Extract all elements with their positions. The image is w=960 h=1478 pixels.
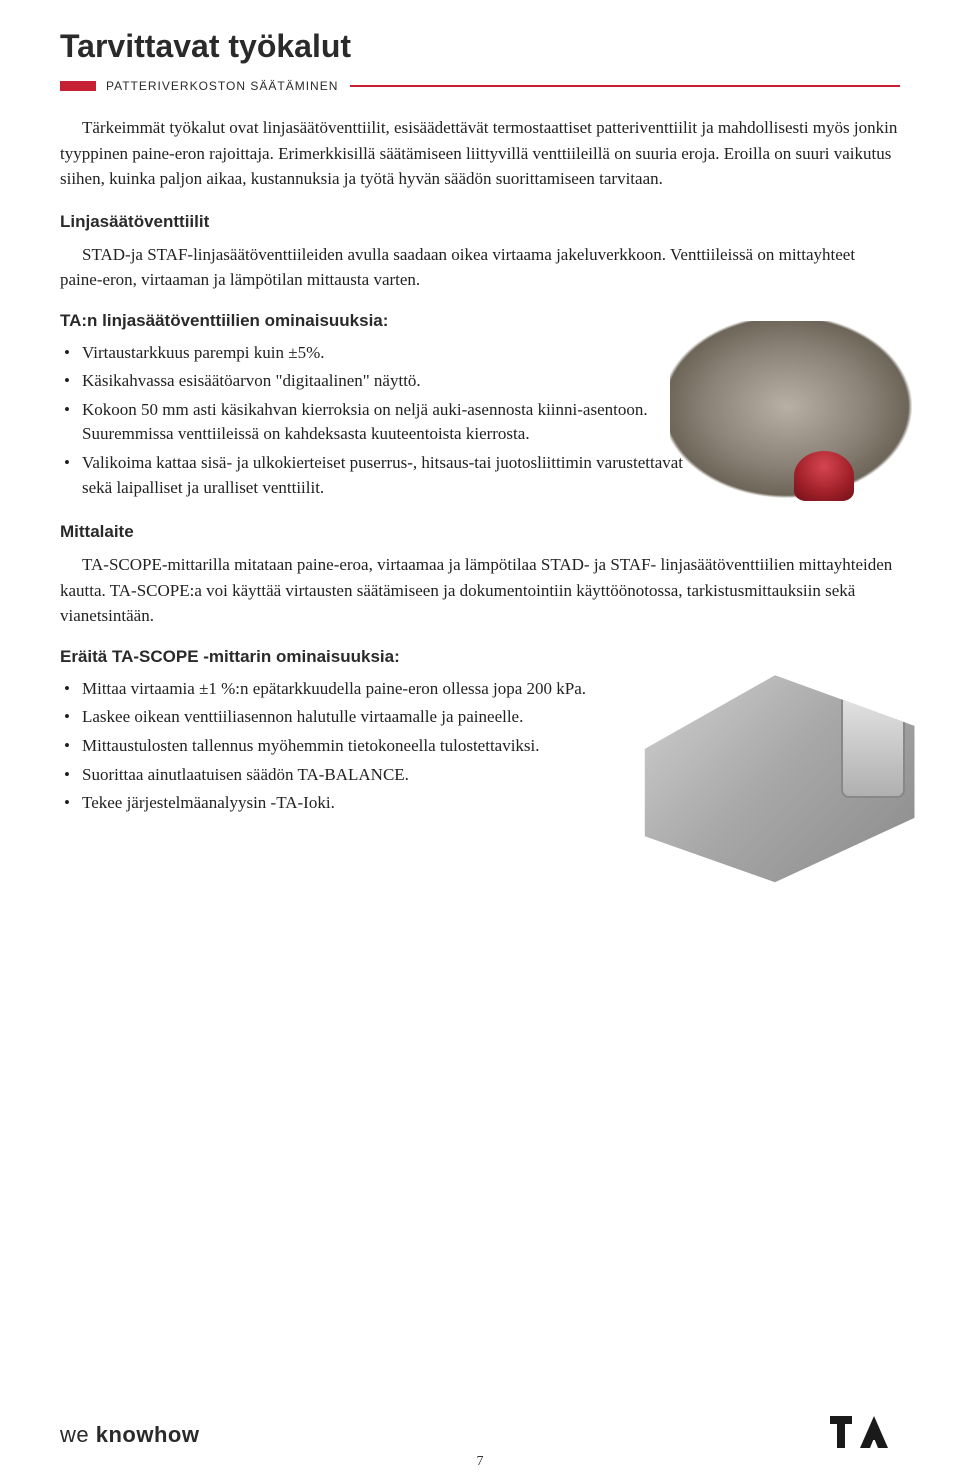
footer: we knowhow	[60, 1416, 900, 1448]
list-item: Valikoima kattaa sisä- ja ulkokierteiset…	[60, 451, 700, 500]
ta-logo	[830, 1416, 900, 1448]
page-number: 7	[0, 1454, 960, 1470]
section2-paragraph: TA-SCOPE-mittarilla mitataan paine-eroa,…	[60, 552, 900, 629]
valve-illustration	[670, 321, 930, 511]
list-item: Laskee oikean venttiiliasennon halutulle…	[60, 705, 630, 730]
list-item: Käsikahvassa esisäätöarvon "digitaalinen…	[60, 369, 700, 394]
intro-paragraph: Tärkeimmät työkalut ovat linjasäätöventt…	[60, 115, 900, 192]
section1-paragraph: STAD-ja STAF-linjasäätöventtiileiden avu…	[60, 242, 900, 293]
slogan: we knowhow	[60, 1422, 199, 1448]
list-item: Virtaustarkkuus parempi kuin ±5%.	[60, 341, 700, 366]
section2-list-block: Eräitä TA-SCOPE -mittarin ominaisuuksia:…	[60, 647, 900, 816]
page-title: Tarvittavat työkalut	[60, 28, 900, 65]
list-item: Mittaustulosten tallennus myöhemmin tiet…	[60, 734, 630, 759]
section1-list: Virtaustarkkuus parempi kuin ±5%. Käsika…	[60, 341, 700, 501]
section1-heading: Linjasäätöventtiilit	[60, 212, 900, 232]
section1-list-block: TA:n linjasäätöventtiilien ominaisuuksia…	[60, 311, 900, 501]
list-item: Suorittaa ainutlaatuisen säädön TA-BALAN…	[60, 763, 630, 788]
list-item: Mittaa virtaamia ±1 %:n epätarkkuudella …	[60, 677, 630, 702]
scope-product-image	[620, 657, 930, 887]
valve-product-image	[670, 321, 930, 511]
list-item: Kokoon 50 mm asti käsikahvan kierroksia …	[60, 398, 700, 447]
red-line-decoration	[350, 85, 900, 87]
red-block-decoration	[60, 81, 96, 91]
subtitle-text: PATTERIVERKOSTON SÄÄTÄMINEN	[106, 79, 338, 93]
section2-heading: Mittalaite	[60, 522, 900, 542]
subtitle-bar: PATTERIVERKOSTON SÄÄTÄMINEN	[60, 79, 900, 93]
slogan-bold: knowhow	[96, 1422, 200, 1447]
case-illustration	[620, 657, 930, 887]
list-item: Tekee järjestelmäanalyysin -TA-Ioki.	[60, 791, 630, 816]
slogan-light: we	[60, 1422, 96, 1447]
section2-list: Mittaa virtaamia ±1 %:n epätarkkuudella …	[60, 677, 630, 816]
